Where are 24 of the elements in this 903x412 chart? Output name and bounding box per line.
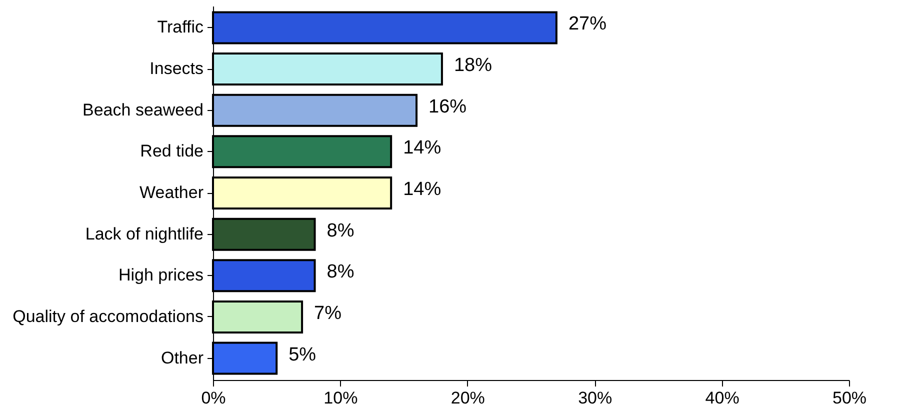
y-tick-label: Weather [140,183,204,202]
data-label: 18% [454,55,492,76]
data-label: 8% [326,262,354,283]
y-tick-label: Beach seaweed [82,100,204,120]
y-tick-label: Insects [150,59,204,78]
data-label: 14% [403,138,442,159]
x-tick-label: 50% [832,388,867,408]
y-tick-label: Lack of nightlife [85,224,204,244]
y-tick-label: Red tide [140,142,204,161]
data-label: 8% [326,220,354,242]
x-tick-label: 10% [324,388,358,408]
x-tick-label: 40% [705,388,740,408]
y-tick-label: Traffic [157,18,204,37]
data-label: 7% [314,302,342,324]
y-tick-label: Quality of accomodations [12,306,204,326]
y-tick-label: High prices [118,266,204,285]
x-tick-label: 0% [201,388,226,408]
data-label: 16% [428,96,467,118]
y-tick-label: Other [160,348,204,368]
data-label: 14% [403,179,442,200]
x-tick-label: 30% [578,388,612,408]
data-label: 27% [568,14,607,35]
data-label: 5% [288,344,316,366]
x-tick-label: 20% [450,388,485,408]
